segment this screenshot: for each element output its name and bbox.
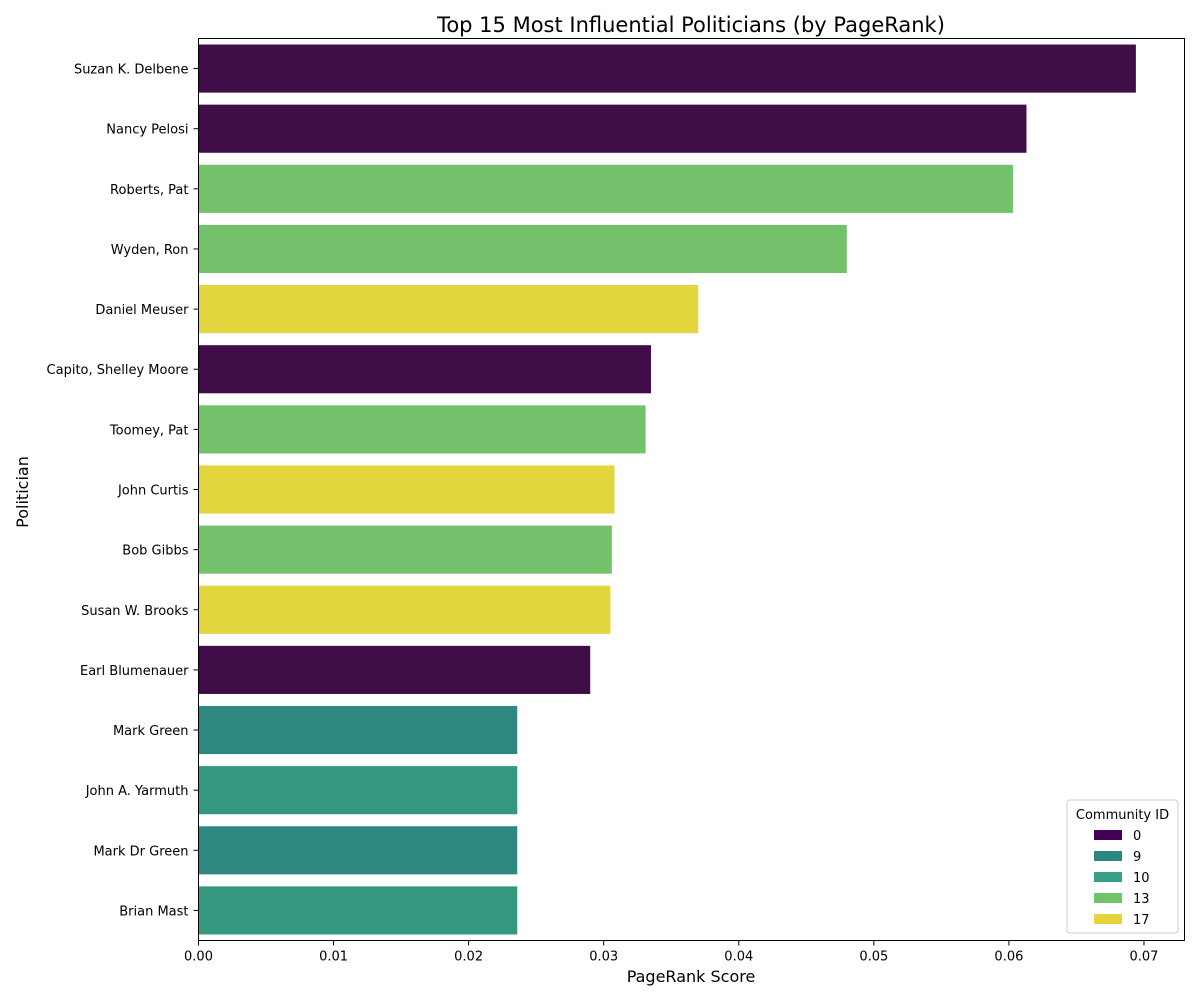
- x-tick-label: 0.05: [859, 950, 888, 965]
- x-ticks: 0.00 0.01 0.02 0.03 0.04 0.05 0.06 0.07: [184, 940, 1159, 965]
- bars-group: [198, 44, 1136, 935]
- plot-frame: [198, 38, 1185, 941]
- legend-entry-label: 13: [1133, 892, 1150, 907]
- x-tick-label: 0.03: [589, 950, 618, 965]
- y-tick-label: Nancy Pelosi: [106, 123, 188, 138]
- legend-title: Community ID: [1076, 808, 1169, 823]
- bar: [198, 104, 1027, 153]
- legend-swatch: [1094, 851, 1122, 861]
- bar: [198, 645, 591, 694]
- x-tick-label: 0.07: [1130, 950, 1159, 965]
- y-tick-label: Roberts, Pat: [110, 183, 188, 198]
- legend-swatch: [1094, 830, 1122, 840]
- bar: [198, 285, 699, 334]
- legend-entry-label: 17: [1133, 913, 1150, 928]
- x-tick-label: 0.00: [184, 950, 213, 965]
- y-tick-label: John A. Yarmuth: [85, 784, 189, 799]
- y-tick-label: Mark Green: [113, 724, 189, 739]
- y-tick-label: Brian Mast: [119, 904, 188, 919]
- bar: [198, 405, 646, 454]
- bar: [198, 705, 518, 755]
- y-tick-label: Toomey, Pat: [109, 423, 189, 438]
- bar: [198, 585, 611, 634]
- legend-swatch: [1094, 872, 1122, 882]
- legend-swatch: [1094, 914, 1122, 924]
- bar: [198, 886, 518, 935]
- y-tick-labels: Suzan K. Delbene Nancy Pelosi Roberts, Pat…: [47, 63, 199, 919]
- legend-entry-label: 0: [1133, 829, 1141, 844]
- bar: [198, 465, 615, 514]
- bar: [198, 224, 847, 274]
- y-tick-label: Wyden, Ron: [111, 243, 189, 258]
- legend-swatch: [1094, 893, 1122, 903]
- bar: [198, 826, 518, 875]
- bar: [198, 44, 1136, 93]
- x-tick-label: 0.04: [724, 950, 753, 965]
- bar: [198, 164, 1013, 213]
- x-axis-label: PageRank Score: [627, 967, 756, 986]
- x-tick-label: 0.06: [994, 950, 1023, 965]
- x-tick-label: 0.01: [319, 950, 348, 965]
- y-tick-label: Bob Gibbs: [122, 544, 188, 559]
- y-axis-label: Politician: [13, 456, 32, 528]
- y-tick-label: Capito, Shelley Moore: [47, 363, 189, 378]
- y-tick-label: John Curtis: [117, 484, 189, 499]
- bar: [198, 525, 612, 574]
- x-tick-label: 0.02: [454, 950, 483, 965]
- chart-title: Top 15 Most Influential Politicians (by …: [436, 13, 945, 37]
- y-tick-label: Earl Blumenauer: [80, 664, 189, 679]
- y-tick-label: Mark Dr Green: [93, 844, 188, 859]
- y-tick-label: Suzan K. Delbene: [74, 63, 189, 78]
- y-tick-label: Daniel Meuser: [95, 303, 189, 318]
- legend: Community ID 0 9 10 13 17: [1066, 799, 1179, 934]
- legend-entry-label: 10: [1133, 871, 1150, 886]
- bar: [198, 766, 518, 815]
- bar: [198, 345, 651, 394]
- legend-entry-label: 9: [1133, 850, 1141, 865]
- y-tick-label: Susan W. Brooks: [81, 604, 189, 619]
